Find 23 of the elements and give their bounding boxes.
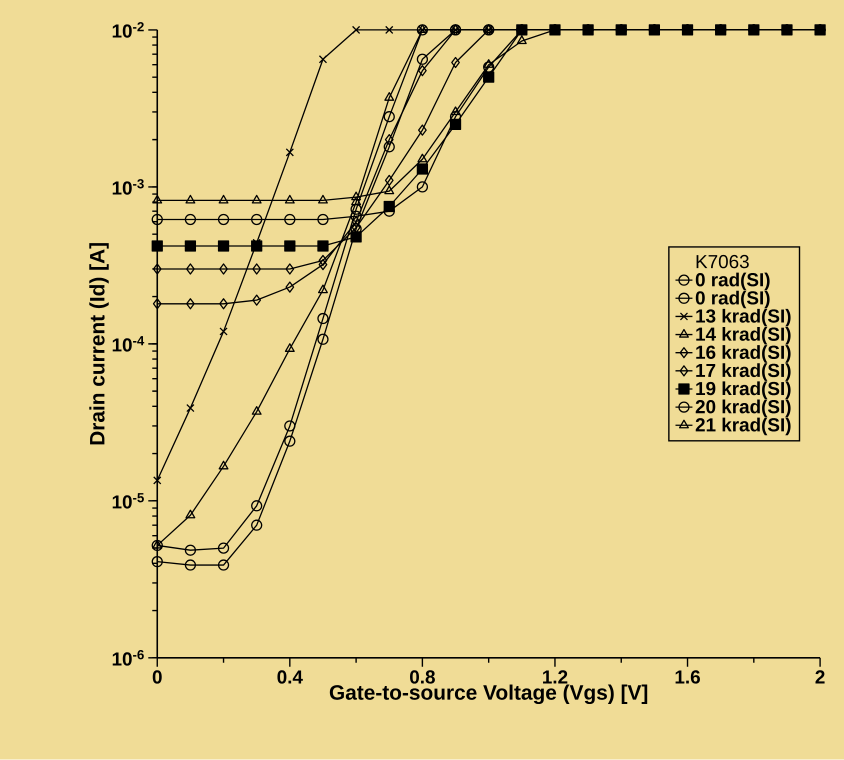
x-tick-label: 2	[816, 670, 825, 684]
legend-label: 17 krad(SI)	[696, 363, 791, 382]
y-tick-label: 10$^{-2}$	[112, 22, 144, 38]
y-tick-label: 10$^{-6}$	[112, 650, 144, 666]
y-axis-title: Drain current (Id) [A]	[89, 243, 109, 445]
x-tick-label: 1.6	[676, 670, 700, 684]
legend-label: 0 rad(SI)	[696, 272, 770, 290]
legend-label: 14 krad(SI)	[696, 327, 791, 345]
x-tick-label: 1.2	[543, 670, 568, 684]
x-tick-label: 0.8	[410, 670, 435, 684]
legend-label: 20 krad(SI)	[696, 400, 791, 418]
y-tick-label: 10$^{-3}$	[112, 179, 144, 195]
legend-label: 21 krad(SI)	[696, 418, 791, 436]
legend-label: 0 rad(SI)	[696, 290, 770, 309]
legend-label: 13 krad(SI)	[696, 309, 791, 327]
legend-title: K7063	[696, 255, 749, 269]
x-tick-label: 0.4	[277, 670, 303, 684]
x-axis-title: Gate-to-source Voltage (Vgs) [V]	[330, 684, 648, 704]
y-tick-label: 10$^{-5}$	[112, 493, 144, 509]
legend-label: 16 krad(SI)	[696, 345, 791, 363]
y-tick-label: 10$^{-4}$	[112, 336, 144, 352]
legend-label: 19 krad(SI)	[696, 382, 791, 400]
x-tick-label: 0	[152, 670, 162, 684]
